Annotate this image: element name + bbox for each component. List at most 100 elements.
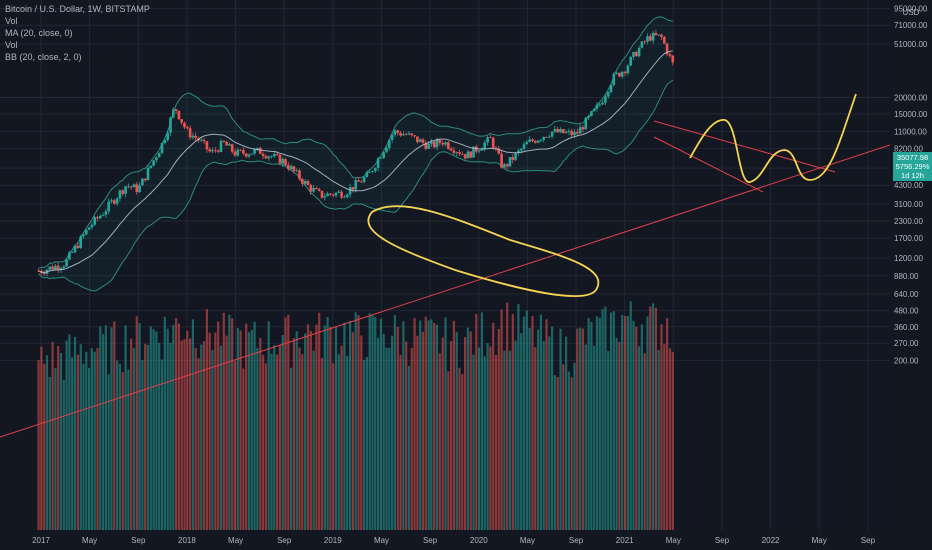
volume-bar <box>290 367 293 530</box>
volume-bar <box>668 348 672 530</box>
volume-bar <box>379 318 382 530</box>
price-tick-label: 270.00 <box>894 339 919 348</box>
volume-bar <box>104 325 107 530</box>
volume-bar <box>562 364 565 530</box>
candle-body <box>348 187 352 195</box>
candles <box>37 29 675 277</box>
volume-bar <box>121 372 124 530</box>
legend-volume-2[interactable]: Vol <box>5 40 18 50</box>
volume-bar <box>570 377 573 530</box>
price-tick-label: 51000.00 <box>894 40 928 49</box>
candle-body <box>612 73 616 85</box>
volume-bar <box>233 361 237 530</box>
volume-bar <box>483 356 486 530</box>
volume-bar <box>441 337 444 530</box>
candle-body <box>56 265 60 270</box>
volume-bar <box>584 344 587 530</box>
volume-bar <box>54 368 57 530</box>
candle-body <box>230 144 234 152</box>
candle-body <box>660 34 663 37</box>
candle-body <box>623 71 627 74</box>
candle-body <box>214 150 217 151</box>
volume-bar <box>144 343 147 530</box>
price-tick-label: 2300.00 <box>894 217 923 226</box>
legend-moving-average[interactable]: MA (20, close, 0) <box>5 28 73 38</box>
volume-bar <box>632 320 635 530</box>
time-tick-label: May <box>520 536 535 545</box>
candle-body <box>382 152 385 158</box>
volume-bar <box>68 334 71 530</box>
candle-body <box>264 156 268 159</box>
volume-bar <box>334 326 338 530</box>
volume-bar <box>79 344 82 530</box>
volume-bar <box>478 347 481 530</box>
candle-body <box>51 266 54 270</box>
volume-bar <box>354 312 357 530</box>
volume-bar <box>273 345 276 530</box>
volume-bar <box>276 354 279 530</box>
candle-body <box>525 142 529 145</box>
volume-bar <box>556 377 559 530</box>
volume-bar <box>340 345 343 530</box>
volume-bar <box>382 333 385 530</box>
volume-bar <box>593 345 596 530</box>
volume-bar <box>660 324 663 530</box>
candle-body <box>157 152 161 158</box>
candle-body <box>511 157 515 160</box>
time-tick-label: May <box>82 536 97 545</box>
volume-bar <box>365 357 368 530</box>
candle-body <box>284 159 287 166</box>
volume-bar <box>116 360 119 530</box>
volume-bar <box>492 322 495 530</box>
candle-body <box>323 196 327 198</box>
volume-bar <box>71 357 74 530</box>
volume-bar <box>551 326 554 530</box>
volume-bar <box>511 314 514 530</box>
candle-body <box>570 130 573 136</box>
volume-bar <box>323 325 326 530</box>
candle-body <box>337 191 341 193</box>
volume-bar <box>357 315 360 530</box>
candle-body <box>463 154 467 159</box>
volume-bar <box>127 369 130 530</box>
candle-body <box>385 147 388 153</box>
volume-bar <box>388 347 391 530</box>
volume-bar <box>539 314 542 530</box>
candle-body <box>48 266 52 270</box>
candle-body <box>573 131 576 136</box>
volume-bar <box>158 342 161 530</box>
price-tick-label: 95000.00 <box>894 5 928 14</box>
time-axis[interactable]: 2017 May Sep 2018 May Sep 2019 May Sep 2020 May Sep… <box>0 530 932 550</box>
volume-bar <box>349 320 352 530</box>
volume-bar <box>180 340 183 530</box>
candle-body <box>115 198 119 204</box>
candle-body <box>550 131 554 137</box>
volume-bar <box>444 317 447 530</box>
candle-body <box>469 151 472 158</box>
candle-body <box>365 172 369 177</box>
candle-body <box>256 147 259 150</box>
volume-bar <box>472 354 475 530</box>
candle-body <box>491 137 495 148</box>
candle-body <box>163 140 167 144</box>
volume-bar <box>528 328 531 530</box>
volume-bar <box>73 336 77 530</box>
bb-fill <box>38 16 673 292</box>
volume-bar <box>626 315 629 530</box>
volume-bar <box>407 366 411 530</box>
candle-body <box>590 111 593 116</box>
candle-body <box>393 130 397 135</box>
legend-bollinger-bands[interactable]: BB (20, close, 2, 0) <box>5 52 82 62</box>
candle-body <box>567 130 571 132</box>
legend-symbol-title[interactable]: Bitcoin / U.S. Dollar, 1W, BITSTAMP <box>5 4 150 14</box>
candle-body <box>135 184 139 193</box>
volume-bar <box>62 379 65 530</box>
candle-body <box>368 172 371 173</box>
candle-body <box>632 52 635 57</box>
candle-body <box>239 149 242 151</box>
candle-body <box>430 141 433 144</box>
legend-volume[interactable]: Vol <box>5 16 18 26</box>
candle-body <box>76 245 80 248</box>
